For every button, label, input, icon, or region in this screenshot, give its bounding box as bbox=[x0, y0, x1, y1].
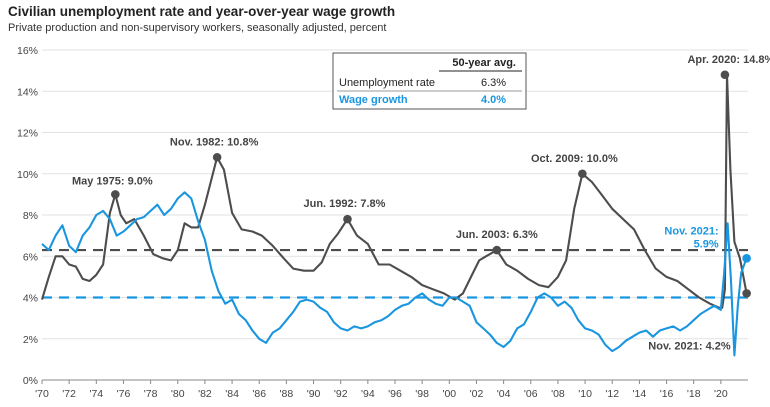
y-tick-label: 6% bbox=[23, 251, 38, 263]
x-tick-label: '20 bbox=[714, 388, 728, 400]
annotation-marker bbox=[742, 289, 751, 298]
annotation-label: Jun. 2003: 6.3% bbox=[456, 229, 538, 241]
annotation-label: Apr. 2020: 14.8% bbox=[687, 54, 770, 66]
series-lines bbox=[40, 73, 748, 357]
y-tick-label: 12% bbox=[17, 128, 38, 140]
x-tick-label: '78 bbox=[144, 388, 158, 400]
series-line bbox=[40, 73, 748, 309]
y-tick-label: 14% bbox=[17, 86, 38, 98]
chart-subtitle: Private production and non-supervisory w… bbox=[8, 22, 387, 34]
x-tick-label: '00 bbox=[442, 388, 456, 400]
y-tick-label: 16% bbox=[17, 45, 38, 57]
x-tick-label: '02 bbox=[470, 388, 484, 400]
annotation-label: Nov. 2021: 5.9% bbox=[664, 225, 718, 250]
y-tick-label: 4% bbox=[23, 293, 38, 305]
annotation-marker bbox=[492, 245, 502, 255]
y-axis: 0% 2% 4% 6% 8% 10% 12% 14% 16% bbox=[17, 45, 38, 387]
y-tick-label: 10% bbox=[17, 169, 38, 181]
x-tick-label: '96 bbox=[388, 388, 402, 400]
legend: 50-year avg. Unemployment rate 6.3% Wage gr… bbox=[332, 52, 527, 110]
x-tick-label: '86 bbox=[252, 388, 266, 400]
legend-entry-value: 6.3% bbox=[481, 77, 506, 89]
annotation-marker bbox=[578, 169, 587, 179]
series-line bbox=[41, 191, 748, 357]
x-tick-label: '08 bbox=[551, 388, 565, 400]
annotation-markers bbox=[111, 70, 751, 298]
y-tick-label: 2% bbox=[23, 334, 38, 346]
x-tick-label: '80 bbox=[171, 388, 185, 400]
annotation-label: Nov. 1982: 10.8% bbox=[170, 136, 259, 148]
annotation-marker bbox=[742, 254, 751, 263]
x-tick-label: '70 bbox=[35, 388, 49, 400]
annotation-label: Oct. 2009: 10.0% bbox=[531, 153, 618, 165]
annotations: May 1975: 9.0% Nov. 1982: 10.8% Jun. 1992:… bbox=[72, 54, 770, 353]
chart-title: Civilian unemployment rate and year-over… bbox=[8, 4, 396, 19]
legend-entry-value: 4.0% bbox=[481, 94, 506, 106]
x-tick-label: '76 bbox=[117, 388, 131, 400]
x-tick-label: '98 bbox=[415, 388, 429, 400]
x-tick-label: '72 bbox=[62, 388, 76, 400]
x-tick-label: '12 bbox=[605, 388, 619, 400]
x-tick-label: '10 bbox=[578, 388, 592, 400]
average-lines bbox=[42, 248, 748, 299]
annotation-label-line: 5.9% bbox=[694, 238, 719, 250]
x-tick-label: '04 bbox=[497, 388, 511, 400]
y-tick-label: 0% bbox=[23, 375, 38, 387]
legend-entry-name: Wage growth bbox=[339, 94, 408, 106]
x-tick-label: '18 bbox=[687, 388, 701, 400]
x-tick-label: '94 bbox=[361, 388, 375, 400]
annotation-label: Jun. 1992: 7.8% bbox=[304, 198, 386, 210]
x-tick-label: '90 bbox=[307, 388, 321, 400]
annotation-marker bbox=[343, 214, 352, 224]
x-tick-label: '16 bbox=[660, 388, 674, 400]
x-tick-label: '92 bbox=[334, 388, 348, 400]
x-tick-label: '88 bbox=[280, 388, 294, 400]
legend-header: 50-year avg. bbox=[452, 57, 516, 69]
y-tick-label: 8% bbox=[23, 210, 38, 222]
x-tick-label: '82 bbox=[198, 388, 212, 400]
x-tick-label: '74 bbox=[89, 388, 103, 400]
annotation-marker bbox=[720, 70, 730, 80]
legend-entry-name: Unemployment rate bbox=[339, 77, 435, 89]
x-tick-label: '06 bbox=[524, 388, 538, 400]
x-tick-label: '84 bbox=[225, 388, 239, 400]
annotation-marker bbox=[111, 190, 120, 199]
annotation-label: May 1975: 9.0% bbox=[72, 175, 153, 187]
annotation-label-line: Nov. 2021: bbox=[664, 225, 718, 237]
x-axis: '70 '72 '74 '76 '78 '80 '82 '84 '86 '88 '90 '92 '94 '… bbox=[35, 379, 748, 400]
legend-box bbox=[332, 52, 527, 110]
annotation-marker bbox=[212, 152, 222, 162]
x-tick-label: '14 bbox=[633, 388, 647, 400]
annotation-label: Nov. 2021: 4.2% bbox=[648, 340, 731, 352]
